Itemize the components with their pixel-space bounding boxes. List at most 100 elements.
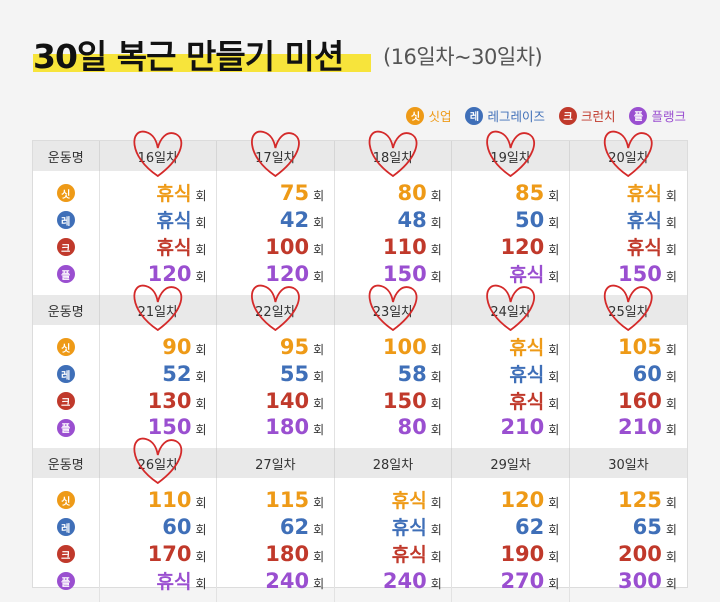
rep-count: 휴식 xyxy=(626,210,662,232)
rep-count: 휴식 xyxy=(391,544,427,566)
legend-item: 싯 싯업 xyxy=(406,106,451,125)
value-cell: 58 회 xyxy=(333,360,452,387)
exercise-cell: 플 xyxy=(33,567,99,594)
rep-count: 180 xyxy=(265,415,310,439)
unit-label: 회 xyxy=(430,342,442,357)
rep-count: 180 xyxy=(265,541,310,566)
exercise-badge: 크 xyxy=(56,392,75,411)
table-row: 플 120 회 120 회 150 회 휴식 회 150 회 xyxy=(33,260,687,287)
unit-label: 회 xyxy=(313,215,325,230)
legend-label: 플랭크 xyxy=(651,109,686,124)
value-cell: 120 회 xyxy=(451,233,570,260)
unit-label: 회 xyxy=(195,369,207,384)
rep-count: 휴식 xyxy=(626,183,662,205)
rep-count: 휴식 xyxy=(626,237,662,259)
unit-label: 회 xyxy=(195,495,207,510)
rep-count: 75 xyxy=(279,180,310,205)
rep-count: 125 xyxy=(618,487,662,512)
value-cell: 휴식 회 xyxy=(451,333,570,360)
unit-label: 회 xyxy=(195,423,207,437)
legend: 싯 싯업 레 레그레이즈 크 크런치 플 플랭크 xyxy=(406,106,686,125)
value-cell: 210 회 xyxy=(451,414,570,440)
rep-count: 휴식 xyxy=(156,183,192,205)
exercise-cell: 싯 xyxy=(33,333,99,360)
unit-label: 회 xyxy=(548,343,560,357)
rep-count: 130 xyxy=(147,388,192,413)
unit-label: 회 xyxy=(665,522,677,537)
value-cell: 62 회 xyxy=(216,513,335,540)
rep-count: 115 xyxy=(265,487,310,512)
unit-label: 회 xyxy=(430,496,442,510)
day-header: 21일차 xyxy=(98,295,217,325)
rep-count: 120 xyxy=(147,261,192,286)
rep-count: 60 xyxy=(162,514,192,539)
unit-label: 회 xyxy=(665,243,677,257)
unit-label: 회 xyxy=(195,396,207,411)
mission-grid: 운동명 16일차 17일차 18일차 19일차 20일차 싯 휴식 회 75 회 80 회 85 회 휴식 회 레… xyxy=(33,141,687,602)
unit-label: 회 xyxy=(195,577,207,591)
page-subtitle: (16일차~30일차) xyxy=(383,45,543,69)
rep-count: 120 xyxy=(500,234,545,259)
rep-count: 휴식 xyxy=(509,364,545,386)
value-cell: 65 회 xyxy=(568,513,687,540)
day-header-row: 운동명 16일차 17일차 18일차 19일차 20일차 xyxy=(33,141,687,171)
day-header: 16일차 xyxy=(98,141,217,171)
day-header: 18일차 xyxy=(333,141,452,171)
value-cell: 휴식 회 xyxy=(98,233,217,260)
value-cell: 60 회 xyxy=(568,360,687,387)
rep-count: 120 xyxy=(500,487,545,512)
value-cell: 50 회 xyxy=(451,206,570,233)
unit-label: 회 xyxy=(548,522,560,537)
unit-label: 회 xyxy=(195,549,207,564)
unit-label: 회 xyxy=(430,369,442,384)
unit-label: 회 xyxy=(665,342,677,357)
rep-count: 150 xyxy=(382,388,427,413)
table-row: 싯 90 회 95 회 100 회 휴식 회 105 회 xyxy=(33,333,687,360)
unit-label: 회 xyxy=(195,522,207,537)
value-cell: 48 회 xyxy=(333,206,452,233)
day-header-row: 운동명 26일차 27일차 28일차 29일차 30일차 xyxy=(33,448,687,478)
exercise-badge: 플 xyxy=(56,572,75,591)
rep-count: 110 xyxy=(147,487,192,512)
day-header: 28일차 xyxy=(333,448,452,478)
value-cell: 42 회 xyxy=(216,206,335,233)
table-row: 싯 110 회 115 회 휴식 회 120 회 125 회 xyxy=(33,486,687,513)
exercise-badge: 레 xyxy=(56,365,75,384)
value-cell: 55 회 xyxy=(216,360,335,387)
value-cell: 190 회 xyxy=(451,540,570,567)
value-cell: 휴식 회 xyxy=(451,360,570,387)
unit-label: 회 xyxy=(665,396,677,411)
unit-label: 회 xyxy=(430,269,442,284)
rep-count: 160 xyxy=(618,388,662,413)
rep-count: 52 xyxy=(162,361,192,386)
exercise-header: 운동명 xyxy=(33,141,99,171)
day-header: 27일차 xyxy=(216,448,335,478)
day-header-row: 운동명 21일차 22일차 23일차 24일차 25일차 xyxy=(33,295,687,325)
unit-label: 회 xyxy=(313,423,325,437)
table-row: 크 휴식 회 100 회 110 회 120 회 휴식 회 xyxy=(33,233,687,260)
rep-count: 60 xyxy=(632,361,662,386)
value-cell: 휴식 회 xyxy=(568,206,687,233)
exercise-badge: 싯 xyxy=(56,184,75,203)
unit-label: 회 xyxy=(665,269,677,284)
value-cell: 150 회 xyxy=(333,387,452,414)
unit-label: 회 xyxy=(195,269,207,284)
legend-badge: 레 xyxy=(465,106,484,125)
exercise-cell: 플 xyxy=(33,414,99,440)
value-cell: 150 회 xyxy=(333,260,452,287)
rep-count: 150 xyxy=(618,261,662,286)
unit-label: 회 xyxy=(665,576,677,591)
legend-badge: 크 xyxy=(558,106,577,125)
table-row: 레 60 회 62 회 휴식 회 62 회 65 회 xyxy=(33,513,687,540)
exercise-cell: 플 xyxy=(33,260,99,287)
exercise-cell: 레 xyxy=(33,206,99,233)
value-cell: 85 회 xyxy=(451,179,570,206)
rep-count: 50 xyxy=(515,207,545,232)
unit-label: 회 xyxy=(195,216,207,230)
value-cell: 120 회 xyxy=(98,260,217,287)
exercise-cell: 크 xyxy=(33,233,99,260)
value-cell: 110 회 xyxy=(333,233,452,260)
unit-label: 회 xyxy=(313,396,325,411)
value-cell: 180 회 xyxy=(216,414,335,440)
unit-label: 회 xyxy=(665,369,677,384)
